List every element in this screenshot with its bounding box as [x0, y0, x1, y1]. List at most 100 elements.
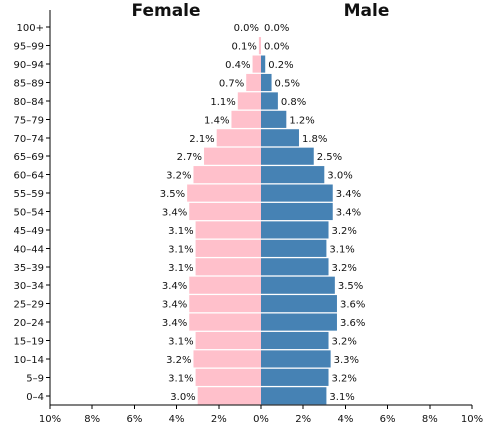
male-bar-80-84: [261, 92, 278, 110]
x-tick-label: 6%: [380, 414, 396, 425]
female-data-label-25-29: 3.4%: [162, 300, 187, 311]
y-tick-label-70-74: 70–74: [14, 134, 44, 145]
female-bar-65-69: [204, 147, 261, 165]
male-bar-50-54: [261, 202, 333, 221]
y-tick-label-10-14: 10–14: [14, 355, 44, 366]
female-bar-10-14: [193, 350, 261, 368]
female-data-label-5-9: 3.1%: [168, 373, 193, 384]
male-data-label-25-29: 3.6%: [340, 300, 365, 311]
female-bar-25-29: [189, 295, 261, 313]
x-tick-label: 6%: [126, 414, 142, 425]
y-tick-label-65-69: 65–69: [14, 152, 44, 163]
female-data-label-0-4: 3.0%: [170, 392, 195, 403]
female-bar-45-49: [195, 221, 261, 239]
male-data-label-5-9: 3.2%: [332, 373, 357, 384]
female-data-label-20-24: 3.4%: [162, 318, 187, 329]
y-tick-label-15-19: 15–19: [14, 337, 44, 348]
female-bar-5-9: [195, 368, 261, 386]
y-tick-label-95-99: 95–99: [14, 42, 44, 53]
male-bar-25-29: [261, 295, 337, 313]
female-data-label-60-64: 3.2%: [166, 171, 191, 182]
male-data-label-60-64: 3.0%: [327, 171, 352, 182]
x-tick-label: 10%: [461, 414, 483, 425]
male-data-label-90-94: 0.2%: [268, 60, 293, 71]
y-tick-label-90-94: 90–94: [14, 60, 44, 71]
female-data-label-15-19: 3.1%: [168, 337, 193, 348]
male-bar-60-64: [261, 166, 325, 184]
male-data-label-75-79: 1.2%: [289, 115, 314, 126]
male-bar-35-39: [261, 258, 329, 276]
male-bar-70-74: [261, 129, 299, 147]
female-bar-95-99: [258, 37, 261, 55]
y-tick-label-30-34: 30–34: [14, 281, 44, 292]
y-tick-label-50-54: 50–54: [14, 208, 44, 219]
female-data-label-45-49: 3.1%: [168, 226, 193, 237]
male-data-label-10-14: 3.3%: [334, 355, 359, 366]
x-tick-label: 4%: [337, 414, 353, 425]
female-data-label-90-94: 0.4%: [225, 60, 250, 71]
male-data-label-40-44: 3.1%: [329, 244, 354, 255]
male-bar-75-79: [261, 110, 287, 128]
x-tick-label: 0%: [253, 414, 269, 425]
y-tick-label-60-64: 60–64: [14, 171, 44, 182]
y-tick-label-40-44: 40–44: [14, 244, 44, 255]
female-bar-20-24: [189, 313, 261, 331]
female-data-label-30-34: 3.4%: [162, 281, 187, 292]
male-bar-5-9: [261, 368, 329, 386]
female-bar-0-4: [197, 387, 261, 405]
y-tick-label-85-89: 85–89: [14, 79, 44, 90]
female-data-label-100plus: 0.0%: [234, 23, 259, 34]
y-tick-label-0-4: 0–4: [26, 392, 44, 403]
x-tick-label: 2%: [211, 414, 227, 425]
male-bar-10-14: [261, 350, 331, 368]
x-tick-label: 8%: [422, 414, 438, 425]
male-data-label-50-54: 3.4%: [336, 208, 361, 219]
male-bar-15-19: [261, 331, 329, 350]
female-bar-40-44: [195, 239, 261, 257]
female-bar-15-19: [195, 331, 261, 350]
y-tick-label-80-84: 80–84: [14, 97, 44, 108]
female-data-label-80-84: 1.1%: [210, 97, 235, 108]
y-tick-label-75-79: 75–79: [14, 115, 44, 126]
male-data-label-20-24: 3.6%: [340, 318, 365, 329]
y-tick-label-20-24: 20–24: [14, 318, 44, 329]
female-data-label-50-54: 3.4%: [162, 208, 187, 219]
y-tick-label-45-49: 45–49: [14, 226, 44, 237]
male-data-label-80-84: 0.8%: [281, 97, 306, 108]
male-data-label-65-69: 2.5%: [317, 152, 342, 163]
female-bar-80-84: [237, 92, 261, 110]
data-labels-group: 3.0% 3.1% 3.1% 3.2% 3.2% 3.3% 3.1% 3.2% 3.4% 3.6%…: [160, 23, 366, 403]
female-bar-35-39: [195, 258, 261, 276]
male-bar-45-49: [261, 221, 329, 239]
male-data-label-70-74: 1.8%: [302, 134, 327, 145]
female-data-label-40-44: 3.1%: [168, 244, 193, 255]
male-data-label-45-49: 3.2%: [332, 226, 357, 237]
y-tick-label-55-59: 55–59: [14, 189, 44, 200]
male-data-label-100plus: 0.0%: [264, 23, 289, 34]
female-data-label-35-39: 3.1%: [168, 263, 193, 274]
female-bar-70-74: [216, 129, 261, 147]
y-tick-label-5-9: 5–9: [26, 373, 44, 384]
female-data-label-65-69: 2.7%: [177, 152, 202, 163]
female-bar-75-79: [231, 110, 261, 128]
x-tick-label: 8%: [84, 414, 100, 425]
female-bar-30-34: [189, 276, 261, 294]
male-data-label-55-59: 3.4%: [336, 189, 361, 200]
female-data-label-75-79: 1.4%: [204, 115, 229, 126]
male-series-title: Male: [344, 1, 390, 21]
male-bar-40-44: [261, 239, 327, 257]
male-bar-55-59: [261, 184, 333, 202]
x-tick-label: 2%: [295, 414, 311, 425]
x-axis-ticks-group: 10% 8% 6% 4% 2% 0% 2% 4% 6% 8% 10%: [39, 405, 483, 425]
female-data-label-85-89: 0.7%: [219, 79, 244, 90]
male-data-label-35-39: 3.2%: [332, 263, 357, 274]
male-bar-90-94: [261, 55, 266, 73]
x-tick-label: 10%: [39, 414, 61, 425]
male-data-label-30-34: 3.5%: [338, 281, 363, 292]
female-bar-60-64: [193, 166, 261, 184]
female-data-label-95-99: 0.1%: [231, 42, 256, 53]
male-bar-0-4: [261, 387, 327, 405]
female-bar-50-54: [189, 202, 261, 221]
female-data-label-10-14: 3.2%: [166, 355, 191, 366]
male-bar-30-34: [261, 276, 335, 294]
